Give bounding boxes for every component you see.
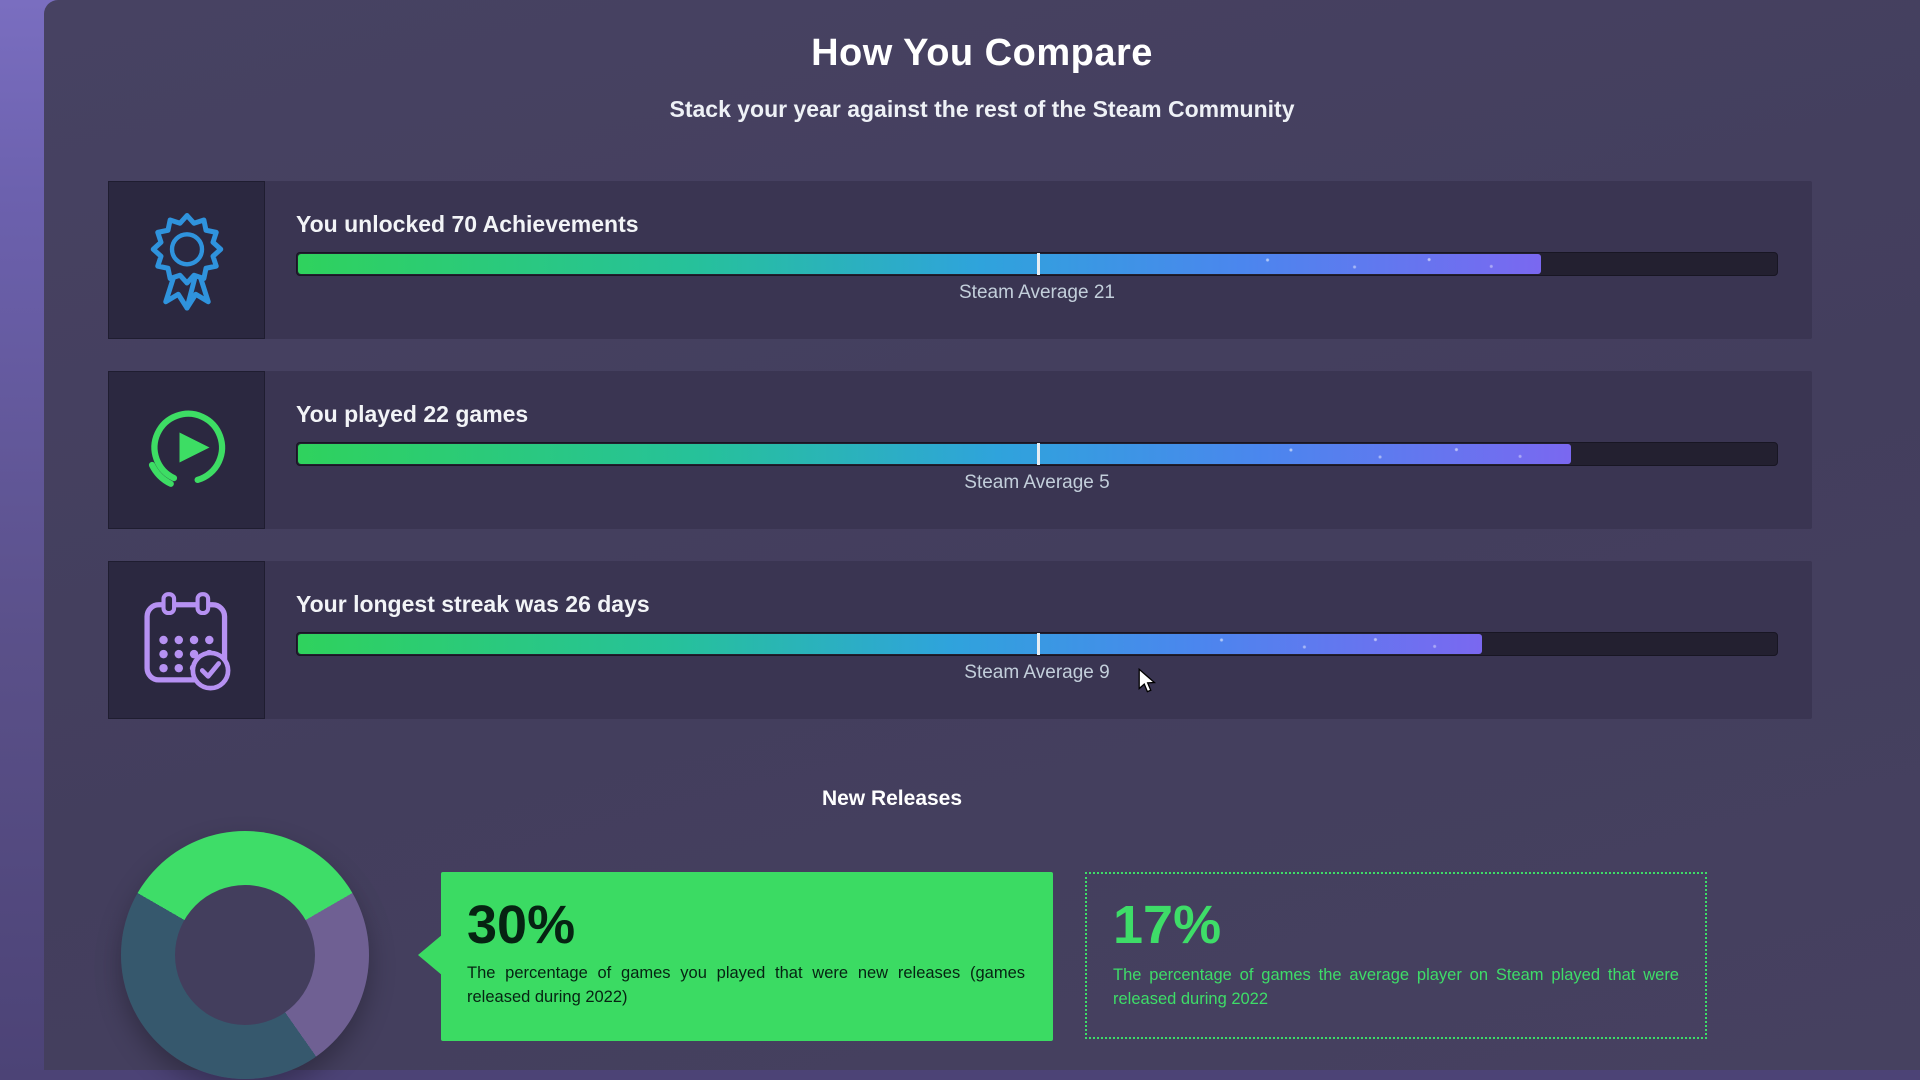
comparison-bar: [296, 252, 1778, 276]
comparison-bar: [296, 632, 1778, 656]
new-releases-average-callout: 17% The percentage of games the average …: [1085, 872, 1707, 1039]
steam-average-marker: [1037, 633, 1040, 655]
steam-average-label: Steam Average 21: [959, 282, 1115, 303]
calendar-check-icon: [108, 561, 265, 719]
mouse-cursor-icon: [1138, 668, 1157, 693]
comparison-bar: [296, 442, 1778, 466]
comparison-row-streak: Your longest streak was 26 days Steam Av…: [108, 561, 1812, 719]
page-subtitle: Stack your year against the rest of the …: [669, 96, 1295, 122]
how-you-compare-section: How You Compare Stack your year against …: [44, 0, 1920, 1079]
play-circle-icon: [108, 371, 265, 529]
average-new-releases-percent: 17%: [1113, 895, 1222, 955]
comparison-label: You unlocked 70 Achievements: [296, 211, 639, 237]
new-releases-heading: New Releases: [821, 787, 963, 810]
comparison-row-achievements: You unlocked 70 Achievements Steam Avera…: [108, 181, 1812, 339]
comparison-bar-fill: [298, 634, 1482, 654]
steam-average-label: Steam Average 5: [964, 472, 1110, 493]
you-new-releases-percent: 30%: [467, 895, 576, 955]
you-new-releases-description: The percentage of games you played that …: [467, 964, 1025, 1006]
page-title: How You Compare: [811, 32, 1153, 74]
steam-average-label: Steam Average 9: [964, 662, 1110, 683]
steam-average-marker: [1037, 253, 1040, 275]
comparison-bar-fill: [298, 254, 1542, 274]
new-releases-donut-chart: [121, 831, 369, 1079]
comparison-label: Your longest streak was 26 days: [296, 591, 650, 617]
comparison-bar-fill: [298, 444, 1571, 464]
comparison-rows: You unlocked 70 Achievements Steam Avera…: [108, 181, 1812, 719]
average-new-releases-description: The percentage of games the average play…: [1113, 966, 1679, 1008]
steam-average-marker: [1037, 443, 1040, 465]
new-releases-you-callout: 30% The percentage of games you played t…: [418, 872, 1053, 1041]
comparison-row-games: You played 22 games Steam Average 5: [108, 371, 1812, 529]
ribbon-award-icon: [108, 181, 265, 339]
comparison-label: You played 22 games: [296, 401, 529, 427]
